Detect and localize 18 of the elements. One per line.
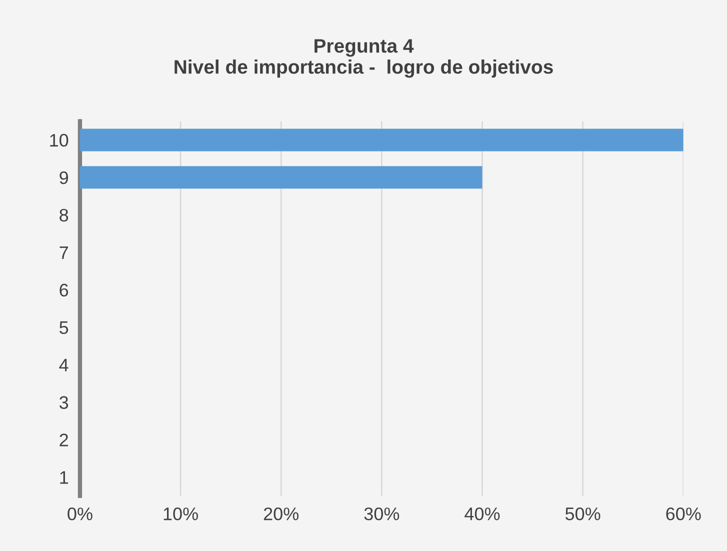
y-tick-label: 5 [60, 321, 68, 334]
y-tick-label: 9 [60, 171, 68, 184]
x-tick-label: 30% [364, 507, 400, 520]
y-tick-label: 3 [60, 396, 68, 409]
x-tick-label: 50% [565, 507, 600, 520]
y-tick-label: 6 [60, 284, 68, 297]
x-tick-label: 10% [164, 507, 198, 520]
y-tick-label: 7 [60, 246, 68, 259]
x-tick-label: 20% [264, 507, 299, 520]
x-tick-label: 60% [666, 507, 701, 520]
x-tick-label: 40% [464, 507, 500, 520]
y-tick-label: 10 [50, 134, 68, 147]
y-tick-label: 8 [60, 208, 68, 222]
y-tick-label: 2 [60, 434, 68, 446]
x-tick-label: 0% [68, 507, 92, 520]
chart-title: Pregunta 4 Nivel de importancia - logro de objetivos [174, 39, 553, 78]
y-tick-label: 1 [60, 471, 68, 484]
y-tick-label: 4 [59, 358, 68, 372]
